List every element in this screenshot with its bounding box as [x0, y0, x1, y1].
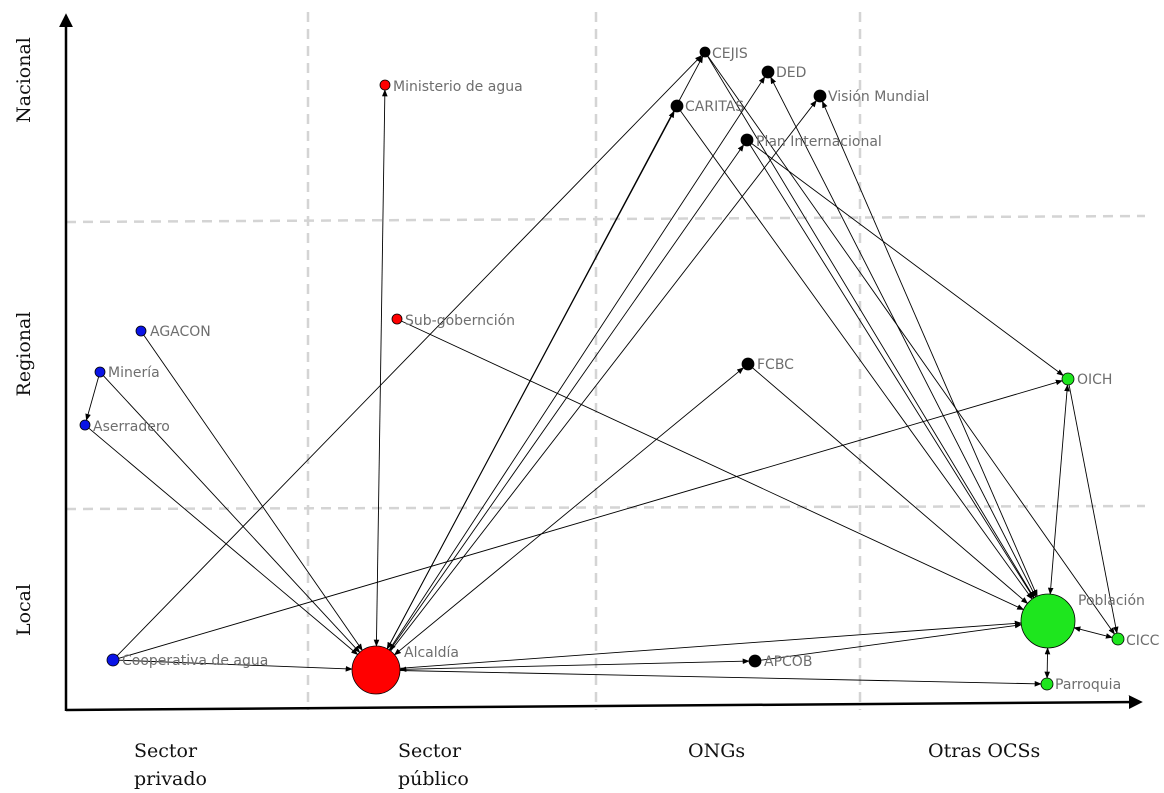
- node-label-cooperativa: Cooperativa de agua: [122, 653, 268, 669]
- node-labels: AGACON Minería Aserradero Cooperativa de ag…: [93, 46, 1160, 693]
- node-poblacion: [1020, 593, 1076, 649]
- y-axis-labels: Nacional Regional Local: [13, 37, 35, 636]
- node-fcbc: [741, 357, 755, 371]
- edge-alcaldia-apcob: [399, 658, 750, 673]
- node-label-fcbc: FCBC: [757, 357, 794, 373]
- edge-poblacion-parroquia: [1044, 647, 1051, 679]
- edge-cicc-cejis: [707, 55, 1115, 635]
- node-label-agacon: AGACON: [150, 324, 211, 340]
- node-ministerio: [379, 79, 391, 91]
- edge-plan-poblacion: [749, 144, 1035, 599]
- node-mineria: [94, 366, 106, 378]
- edge-poblacion-cicc: [1073, 626, 1113, 639]
- node-apcob: [748, 654, 762, 668]
- edge-alcaldia-parroquia: [399, 670, 1042, 687]
- edge-mineria-aserradero: [85, 376, 100, 421]
- node-label-cicc: CICC: [1126, 633, 1160, 649]
- node-label-aserradero: Aserradero: [93, 419, 170, 435]
- node-alcaldia: [351, 645, 401, 695]
- y-label-local: Local: [13, 584, 35, 636]
- edge-vision-alcaldia: [390, 100, 817, 652]
- node-label-vision: Visión Mundial: [828, 89, 929, 105]
- x-axis-labels: Sector privado Sector público ONGs Otras…: [134, 740, 1040, 790]
- edge-apcob-poblacion: [760, 622, 1022, 661]
- node-label-subgob: Sub-gobernción: [405, 313, 515, 329]
- edge-ministerio-alcaldia: [373, 89, 388, 647]
- gridline-horizontal-1: [65, 214, 1146, 224]
- node-label-cejis: CEJIS: [712, 46, 748, 62]
- node-label-apcob: APCOB: [764, 654, 812, 670]
- node-ded: [761, 65, 775, 79]
- node-subgob: [391, 313, 403, 325]
- node-caritas: [670, 99, 684, 113]
- x-label-sector-publico-line-2: público: [398, 768, 469, 790]
- edge-cooperativa-oich: [118, 379, 1063, 659]
- edge-ded-alcaldia: [388, 76, 766, 651]
- node-label-caritas: CARITAS: [685, 99, 744, 115]
- x-label-sector-privado-line-2: privado: [134, 768, 207, 790]
- node-label-poblacion: Población: [1078, 593, 1145, 609]
- node-parroquia: [1040, 677, 1054, 691]
- edge-fcbc-poblacion: [752, 367, 1029, 604]
- x-axis: [65, 695, 1143, 712]
- node-agacon: [135, 325, 147, 337]
- x-label-sector-privado-line-1: Sector: [134, 740, 198, 762]
- x-label-ongs: ONGs: [688, 740, 745, 762]
- node-label-plan: Plan Internacional: [756, 134, 882, 150]
- node-vision: [813, 89, 827, 103]
- x-label-sector-publico-line-1: Sector: [398, 740, 462, 762]
- node-label-parroquia: Parroquia: [1055, 677, 1121, 693]
- edge-vision-poblacion: [821, 100, 1038, 597]
- edge-mineria-alcaldia: [103, 375, 361, 653]
- edge-ded-poblacion: [770, 76, 1037, 598]
- x-label-sector-privado: Sector privado: [134, 740, 207, 790]
- edge-alcaldia-poblacion: [399, 620, 1022, 669]
- y-label-regional: Regional: [13, 312, 35, 397]
- edge-fcbc-alcaldia: [393, 367, 744, 656]
- edge-oich-poblacion: [1047, 384, 1070, 595]
- node-oich: [1061, 372, 1075, 386]
- x-label-ongs-line-1: ONGs: [688, 740, 745, 762]
- x-label-sector-publico: Sector público: [398, 740, 469, 790]
- edge-aserradero-alcaldia: [88, 427, 359, 655]
- node-cooperativa: [106, 653, 120, 667]
- edge-subgob-poblacion: [401, 320, 1025, 611]
- edge-caritas-poblacion: [680, 110, 1033, 600]
- node-plan: [740, 133, 754, 147]
- nodes: [79, 46, 1125, 695]
- edges: [85, 55, 1119, 687]
- edge-cejis-cooperativa: [116, 55, 702, 657]
- x-label-otras-ocss: Otras OCSs: [928, 740, 1040, 762]
- node-cejis: [699, 46, 711, 58]
- edge-oich-cicc: [1068, 384, 1119, 634]
- edge-plan-oich: [751, 143, 1064, 376]
- y-label-nacional: Nacional: [13, 37, 35, 123]
- node-label-mineria: Minería: [108, 365, 160, 381]
- node-label-ministerio: Ministerio de agua: [393, 79, 523, 95]
- node-label-ded: DED: [776, 65, 806, 81]
- gridline-horizontal-2: [65, 504, 1146, 511]
- edge-agacon-alcaldia: [143, 334, 363, 651]
- axes: [59, 13, 1143, 712]
- node-aserradero: [79, 419, 91, 431]
- x-label-otras-ocss-line-1: Otras OCSs: [928, 740, 1040, 762]
- node-cicc: [1111, 632, 1125, 646]
- edge-caritas-alcaldia: [386, 110, 675, 650]
- edge-cooperativa-alcaldia: [118, 659, 353, 672]
- node-label-oich: OICH: [1077, 372, 1112, 388]
- gridlines: [65, 12, 1146, 710]
- node-label-alcaldia: Alcaldía: [404, 645, 459, 661]
